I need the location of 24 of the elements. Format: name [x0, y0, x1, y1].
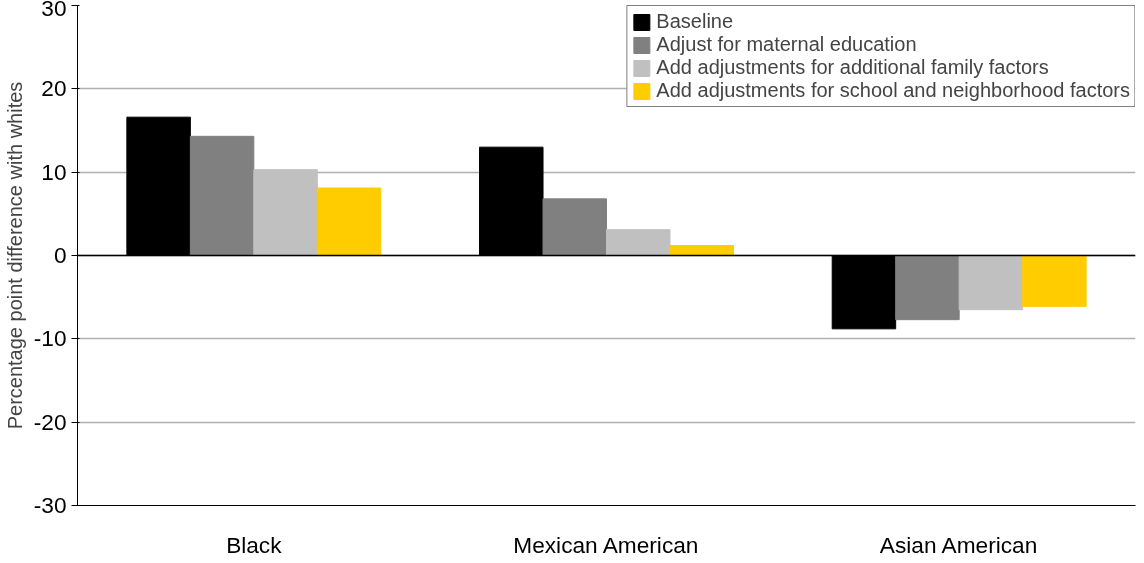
y-axis-title: Percentage point difference with whites: [3, 81, 26, 430]
legend-label: Add adjustments for school and neighborhood factors: [656, 79, 1130, 102]
y-tick-label: 10: [41, 158, 67, 185]
bar: [606, 229, 671, 256]
bar: [1022, 255, 1087, 307]
bar: [253, 169, 318, 256]
x-tick-label: Mexican American: [513, 531, 699, 558]
bar: [958, 255, 1024, 311]
y-tick-label: -10: [33, 325, 67, 352]
bar: [189, 135, 255, 256]
bar: [895, 255, 960, 321]
legend-label: Adjust for maternal education: [656, 33, 917, 56]
y-tick-label: 20: [41, 75, 67, 102]
bar: [542, 198, 607, 256]
y-tick-label: 0: [53, 242, 67, 268]
legend-label: Baseline: [656, 10, 734, 33]
y-tick-label: 30: [41, 0, 67, 21]
bar: [316, 187, 382, 256]
x-tick-label: Black: [226, 531, 283, 558]
x-tick-label: Asian American: [879, 531, 1038, 558]
y-tick-label: -30: [33, 492, 67, 518]
bar: [669, 245, 734, 256]
y-tick-label: -20: [33, 408, 67, 435]
legend-label: Add adjustments for additional family factors: [656, 56, 1049, 79]
